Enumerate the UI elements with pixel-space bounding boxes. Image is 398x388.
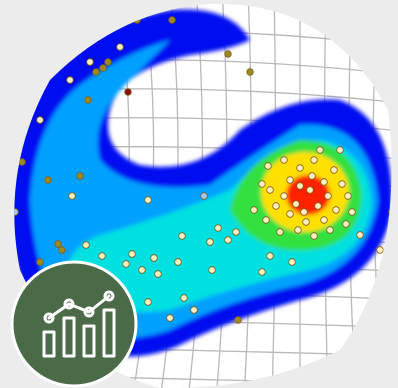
observation-point	[250, 206, 258, 214]
observation-point	[44, 176, 52, 184]
observation-point	[138, 266, 146, 274]
icon-bar-4	[102, 308, 116, 358]
observation-point	[288, 258, 296, 266]
observation-point	[36, 258, 44, 266]
chart-badge	[10, 260, 138, 388]
observation-point	[324, 192, 332, 200]
observation-point	[296, 182, 304, 190]
observation-point	[154, 270, 162, 278]
observation-point	[224, 50, 232, 58]
observation-point	[98, 252, 106, 260]
observation-point	[68, 192, 76, 200]
observation-point	[214, 224, 222, 232]
icon-trend-node	[43, 312, 55, 324]
observation-point	[310, 232, 318, 240]
observation-point	[348, 208, 356, 216]
observation-point	[258, 268, 266, 276]
observation-point	[104, 58, 112, 66]
observation-point	[99, 64, 107, 72]
icon-trend-node	[83, 306, 95, 318]
observation-point	[330, 166, 338, 174]
observation-point	[168, 16, 176, 24]
observation-point	[206, 238, 214, 246]
icon-trend-node	[103, 290, 115, 302]
observation-point	[66, 76, 74, 84]
observation-point	[116, 43, 124, 51]
observation-point	[294, 226, 302, 234]
observation-point	[306, 186, 314, 194]
icon-trend-node	[63, 298, 75, 310]
observation-point	[18, 158, 26, 166]
observation-point	[326, 226, 334, 234]
observation-point	[58, 246, 66, 254]
icon-bar-2	[62, 316, 76, 358]
observation-point	[200, 192, 208, 200]
observation-point	[76, 172, 84, 180]
observation-point	[292, 200, 300, 208]
observation-point	[344, 192, 352, 200]
data-points	[14, 16, 392, 324]
observation-point	[266, 186, 274, 194]
observation-point	[92, 68, 100, 76]
observation-point	[14, 208, 19, 216]
observation-point	[338, 180, 346, 188]
observation-point	[310, 156, 318, 164]
observation-point	[286, 176, 294, 184]
observation-point	[336, 146, 344, 154]
observation-point	[308, 172, 316, 180]
observation-point	[376, 246, 384, 254]
observation-point	[224, 236, 232, 244]
observation-point	[332, 206, 340, 214]
observation-point	[150, 254, 158, 262]
observation-point	[246, 68, 254, 76]
observation-point	[300, 208, 308, 216]
observation-point	[262, 216, 270, 224]
observation-point	[82, 241, 90, 249]
observation-point	[388, 208, 392, 216]
observation-point	[280, 156, 288, 164]
observation-point	[180, 294, 188, 302]
observation-point	[86, 58, 94, 66]
observation-point	[144, 298, 152, 306]
observation-point	[320, 216, 328, 224]
icon-bar-1	[42, 330, 56, 358]
observation-point	[280, 192, 288, 200]
observation-point	[232, 228, 240, 236]
observation-point	[264, 162, 272, 170]
observation-point	[174, 258, 182, 266]
bar-chart-with-trend-line-icon	[10, 260, 138, 388]
observation-point	[124, 88, 132, 96]
observation-point	[296, 164, 304, 172]
observation-point	[342, 220, 350, 228]
observation-point	[266, 252, 274, 260]
observation-point	[84, 96, 92, 104]
icon-bar-3	[82, 324, 96, 358]
observation-point	[36, 116, 44, 124]
observation-point	[128, 250, 136, 258]
observation-point	[356, 231, 364, 239]
observation-point	[276, 228, 284, 236]
observation-point	[133, 16, 141, 24]
observation-point	[316, 146, 324, 154]
observation-point	[144, 196, 152, 204]
observation-point	[258, 180, 266, 188]
observation-point	[234, 316, 242, 324]
observation-point	[286, 210, 294, 218]
observation-point	[54, 240, 62, 248]
observation-point	[320, 178, 328, 186]
observation-point	[314, 202, 322, 210]
trend-chart-glyph	[42, 290, 116, 358]
observation-point	[208, 266, 216, 274]
observation-point	[122, 260, 130, 268]
observation-point	[166, 314, 174, 322]
icon-trend-line	[47, 294, 111, 320]
observation-point	[302, 218, 310, 226]
observation-point	[272, 202, 280, 210]
observation-point	[190, 306, 198, 314]
observation-point	[178, 232, 186, 240]
